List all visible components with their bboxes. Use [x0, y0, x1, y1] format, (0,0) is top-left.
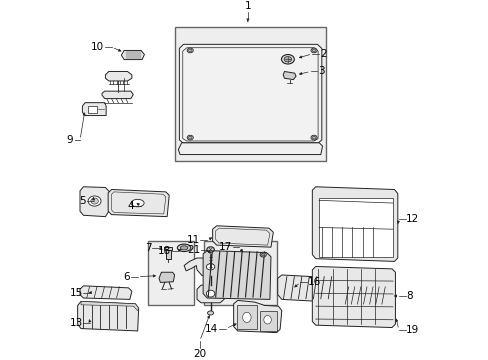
Ellipse shape	[177, 244, 190, 252]
Text: 20: 20	[193, 349, 206, 359]
Ellipse shape	[310, 48, 316, 53]
Ellipse shape	[180, 246, 187, 250]
Text: 14: 14	[204, 324, 218, 334]
Polygon shape	[197, 285, 224, 303]
Text: 3: 3	[318, 67, 324, 76]
Polygon shape	[105, 72, 132, 81]
Text: 7: 7	[144, 243, 151, 253]
Bar	[164, 247, 172, 249]
Polygon shape	[339, 285, 393, 307]
Polygon shape	[159, 272, 174, 283]
Polygon shape	[233, 300, 281, 333]
Polygon shape	[102, 91, 133, 99]
Polygon shape	[212, 226, 273, 247]
Ellipse shape	[187, 135, 193, 140]
Polygon shape	[184, 258, 237, 276]
Bar	[147, 241, 193, 306]
Ellipse shape	[281, 54, 294, 64]
Text: 18: 18	[157, 246, 170, 256]
Ellipse shape	[264, 315, 271, 324]
Ellipse shape	[312, 49, 315, 52]
Ellipse shape	[187, 48, 193, 53]
Ellipse shape	[206, 247, 214, 252]
Text: 16: 16	[307, 278, 321, 287]
Ellipse shape	[188, 136, 191, 139]
Polygon shape	[121, 50, 144, 60]
Polygon shape	[108, 189, 169, 217]
Text: 13: 13	[69, 318, 82, 328]
Text: 6: 6	[123, 272, 130, 282]
Polygon shape	[283, 72, 295, 80]
Polygon shape	[277, 275, 337, 302]
Bar	[165, 248, 170, 259]
Polygon shape	[178, 143, 322, 154]
Polygon shape	[203, 251, 270, 300]
Text: 12: 12	[406, 214, 419, 224]
Text: 17: 17	[218, 242, 231, 252]
Bar	[319, 198, 392, 257]
Polygon shape	[78, 301, 139, 331]
Text: 11: 11	[186, 235, 199, 246]
Text: 15: 15	[69, 288, 82, 298]
Ellipse shape	[188, 49, 191, 52]
Ellipse shape	[261, 253, 264, 256]
Ellipse shape	[91, 198, 98, 204]
Polygon shape	[312, 266, 395, 328]
Ellipse shape	[242, 312, 251, 323]
Ellipse shape	[206, 290, 214, 297]
Text: 21: 21	[187, 244, 200, 255]
Bar	[259, 311, 276, 331]
Ellipse shape	[206, 264, 214, 270]
Text: 4: 4	[127, 202, 133, 211]
Bar	[237, 306, 256, 329]
Polygon shape	[80, 187, 109, 217]
Polygon shape	[82, 103, 106, 116]
Ellipse shape	[310, 135, 316, 140]
Polygon shape	[80, 286, 132, 300]
Polygon shape	[81, 301, 139, 311]
Text: 1: 1	[244, 1, 251, 11]
Text: 8: 8	[406, 291, 412, 301]
Bar	[203, 241, 276, 306]
Ellipse shape	[312, 136, 315, 139]
Bar	[175, 27, 325, 161]
Ellipse shape	[260, 252, 265, 257]
Ellipse shape	[284, 57, 291, 62]
Text: 19: 19	[406, 325, 419, 335]
Text: 2: 2	[319, 49, 326, 59]
Bar	[88, 106, 97, 113]
Ellipse shape	[131, 199, 144, 207]
Polygon shape	[179, 44, 321, 143]
Polygon shape	[312, 187, 397, 261]
Ellipse shape	[88, 196, 101, 206]
Text: 5: 5	[80, 196, 86, 206]
Text: 10: 10	[91, 42, 104, 52]
Ellipse shape	[207, 311, 213, 315]
Text: 9: 9	[66, 135, 72, 145]
